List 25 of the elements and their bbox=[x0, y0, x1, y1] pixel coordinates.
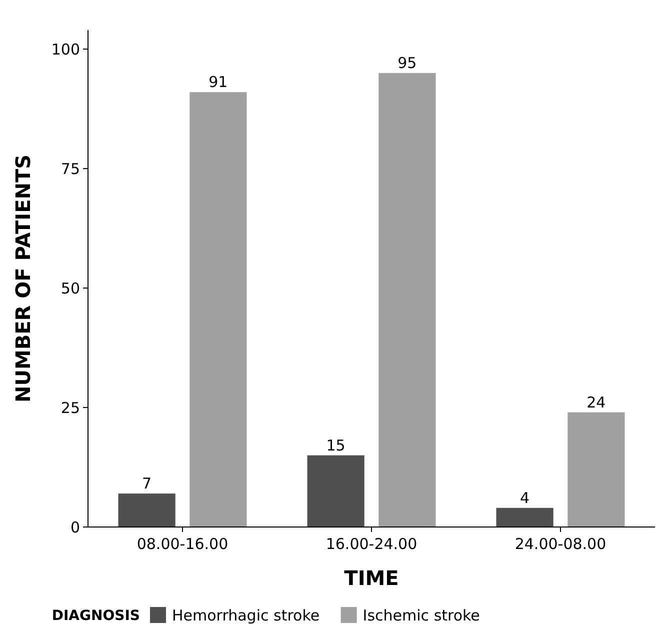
bar bbox=[118, 494, 176, 527]
y-tick-label: 25 bbox=[60, 398, 80, 417]
y-tick-label: 75 bbox=[60, 160, 80, 178]
x-tick-label: 16.00-24.00 bbox=[326, 535, 418, 553]
legend-label: Ischemic stroke bbox=[362, 606, 480, 624]
data-label: 15 bbox=[326, 436, 346, 454]
y-tick-label: 0 bbox=[70, 518, 80, 536]
x-tick-label: 08.00-16.00 bbox=[136, 535, 228, 553]
legend-label: Hemorrhagic stroke bbox=[172, 606, 320, 624]
x-tick-label: 24.00-08.00 bbox=[514, 535, 606, 553]
y-tick-label: 50 bbox=[60, 279, 80, 298]
legend-title: DIAGNOSIS bbox=[52, 608, 140, 624]
y-tick-label: 100 bbox=[51, 40, 80, 58]
bar bbox=[496, 508, 554, 527]
data-label: 4 bbox=[520, 488, 530, 507]
y-axis-title: NUMBER OF PATIENTS bbox=[11, 154, 35, 403]
data-label: 91 bbox=[208, 73, 228, 92]
bar bbox=[190, 92, 247, 527]
x-axis-title: TIME bbox=[344, 566, 399, 590]
data-label: 95 bbox=[398, 54, 417, 72]
bar bbox=[378, 73, 436, 527]
data-label: 24 bbox=[586, 393, 606, 412]
data-label: 7 bbox=[142, 474, 152, 493]
bar bbox=[307, 455, 364, 527]
bar bbox=[568, 412, 625, 527]
